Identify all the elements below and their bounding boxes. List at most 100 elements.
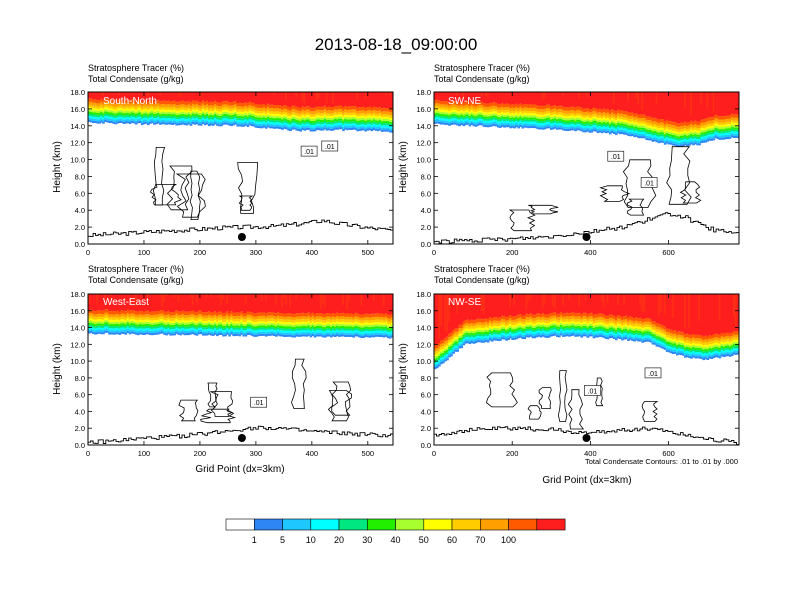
tracer-band-cell bbox=[181, 310, 185, 315]
tracer-band-cell bbox=[297, 107, 300, 111]
tracer-band-cell bbox=[159, 316, 162, 320]
tracer-band-cell bbox=[262, 110, 266, 113]
tracer-band-cell bbox=[348, 313, 351, 317]
tracer-band-cell bbox=[289, 116, 292, 119]
tracer-band-cell bbox=[224, 325, 227, 328]
tracer-band-cell bbox=[258, 321, 262, 324]
tracer-band-cell bbox=[346, 106, 349, 110]
tracer-band-cell bbox=[330, 122, 333, 125]
tracer-band-cell bbox=[94, 110, 97, 113]
tracer-band-cell bbox=[132, 99, 136, 104]
tracer-band-cell bbox=[576, 121, 579, 124]
tracer-band-cell bbox=[696, 141, 699, 144]
tracer-band-cell bbox=[338, 108, 341, 112]
tracer-band-cell bbox=[212, 115, 215, 118]
tracer-band-cell bbox=[193, 317, 197, 321]
tracer-band-cell bbox=[214, 92, 217, 101]
tracer-band-cell bbox=[116, 115, 120, 118]
tracer-band-cell bbox=[96, 332, 99, 335]
tracer-band-cell bbox=[228, 102, 231, 106]
tracer-band-cell bbox=[134, 122, 138, 125]
tracer-band-cell bbox=[499, 92, 502, 105]
tracer-band-cell bbox=[444, 112, 447, 115]
condensate-contour bbox=[152, 147, 166, 206]
tracer-band-cell bbox=[295, 319, 298, 322]
tracer-band-cell bbox=[497, 103, 500, 108]
tracer-band-cell bbox=[177, 108, 181, 111]
tracer-band-cell bbox=[244, 326, 248, 329]
tracer-band-cell bbox=[566, 92, 569, 108]
tracer-band-cell bbox=[92, 112, 95, 115]
tracer-band-cell bbox=[340, 127, 343, 130]
tracer-band-cell bbox=[126, 105, 130, 109]
tracer-band-cell bbox=[279, 316, 282, 320]
tracer-band-cell bbox=[517, 104, 520, 109]
tracer-band-cell bbox=[480, 117, 484, 120]
tracer-band-cell bbox=[340, 114, 343, 117]
tracer-band-cell bbox=[566, 118, 569, 121]
tracer-band-cell bbox=[612, 127, 616, 130]
tracer-band-cell bbox=[222, 116, 225, 119]
tracer-band-cell bbox=[476, 105, 480, 109]
tracer-band-cell bbox=[250, 321, 254, 324]
tracer-band-cell bbox=[210, 331, 213, 334]
tracer-band-cell bbox=[214, 113, 217, 116]
tracer-band-cell bbox=[104, 322, 107, 325]
tracer-band-cell bbox=[130, 325, 134, 328]
tracer-band-cell bbox=[295, 330, 298, 333]
tracer-band-cell bbox=[311, 92, 315, 108]
tracer-band-cell bbox=[562, 119, 565, 122]
tracer-band-cell bbox=[454, 118, 457, 121]
tracer-band-cell bbox=[218, 317, 221, 321]
tracer-band-cell bbox=[356, 127, 359, 130]
tracer-band-cell bbox=[608, 128, 612, 131]
tracer-band-cell bbox=[218, 124, 221, 127]
tracer-band-cell bbox=[374, 120, 378, 123]
tracer-band-cell bbox=[454, 112, 457, 115]
tracer-band-cell bbox=[478, 101, 482, 105]
tracer-band-cell bbox=[600, 124, 604, 127]
tracer-band-cell bbox=[690, 133, 693, 136]
tracer-streak bbox=[586, 92, 589, 98]
tracer-band-cell bbox=[655, 135, 659, 138]
tracer-band-cell bbox=[317, 326, 321, 329]
tracer-band-cell bbox=[651, 133, 655, 136]
tracer-band-cell bbox=[692, 136, 695, 139]
tracer-band-cell bbox=[244, 323, 248, 326]
tracer-band-cell bbox=[564, 120, 567, 123]
tracer-band-cell bbox=[218, 314, 221, 318]
tracer-band-cell bbox=[100, 323, 103, 326]
tracer-band-cell bbox=[460, 101, 463, 105]
tracer-band-cell bbox=[684, 134, 687, 137]
tracer-band-cell bbox=[132, 106, 136, 109]
tracer-band-cell bbox=[242, 321, 246, 324]
tracer-band-cell bbox=[96, 99, 99, 104]
tracer-band-cell bbox=[159, 104, 162, 108]
tracer-band-cell bbox=[604, 118, 608, 121]
tracer-band-cell bbox=[234, 312, 237, 316]
condensate-contour bbox=[166, 165, 193, 211]
tracer-band-cell bbox=[676, 134, 679, 137]
tracer-band-cell bbox=[193, 107, 197, 110]
tracer-band-cell bbox=[718, 135, 722, 138]
tracer-band-cell bbox=[138, 110, 142, 113]
tracer-band-cell bbox=[633, 92, 636, 114]
tracer-band-cell bbox=[277, 325, 280, 328]
tracer-band-cell bbox=[313, 92, 317, 108]
tracer-band-cell bbox=[218, 326, 221, 329]
tracer-band-cell bbox=[297, 128, 300, 131]
tracer-band-cell bbox=[118, 99, 122, 103]
tracer-band-cell bbox=[582, 92, 585, 109]
tracer-band-cell bbox=[344, 334, 347, 337]
tracer-band-cell bbox=[118, 114, 122, 117]
tracer-band-cell bbox=[376, 124, 380, 127]
tracer-band-cell bbox=[313, 320, 317, 323]
tracer-band-cell bbox=[653, 92, 657, 118]
tracer-band-cell bbox=[212, 102, 215, 106]
tracer-band-cell bbox=[344, 116, 347, 119]
tracer-band-cell bbox=[138, 310, 142, 315]
tracer-band-cell bbox=[635, 92, 638, 114]
tracer-band-cell bbox=[503, 92, 506, 104]
tracer-band-cell bbox=[203, 321, 207, 324]
tracer-band-cell bbox=[346, 330, 349, 333]
